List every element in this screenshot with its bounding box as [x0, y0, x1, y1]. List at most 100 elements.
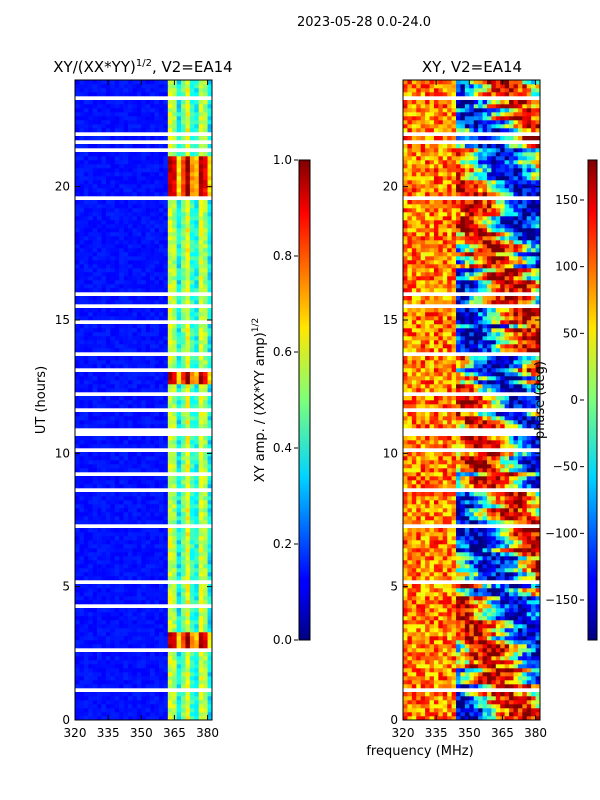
heatmap-cell	[531, 696, 536, 701]
heatmap-cell	[181, 172, 186, 177]
heatmap-cell	[79, 232, 85, 237]
heatmap-cell	[172, 128, 177, 133]
heatmap-cell	[128, 468, 133, 473]
heatmap-cell	[154, 704, 160, 709]
heatmap-cell	[181, 232, 186, 237]
heatmap-cell	[411, 640, 417, 645]
heatmap-cell	[158, 644, 164, 649]
heatmap-cell	[163, 532, 169, 537]
heatmap-cell	[194, 116, 200, 121]
heatmap-cell	[79, 620, 85, 625]
heatmap-cell	[97, 424, 102, 429]
heatmap-cell	[189, 628, 195, 633]
heatmap-cell	[198, 420, 204, 425]
heatmap-cell	[110, 252, 116, 257]
heatmap-cell	[79, 704, 85, 709]
heatmap-cell	[154, 692, 160, 697]
heatmap-cell	[123, 532, 129, 537]
heatmap-cell	[407, 712, 413, 717]
heatmap-cell	[150, 420, 155, 425]
heatmap-cell	[83, 620, 89, 625]
heatmap-cell	[88, 312, 93, 317]
heatmap-cell	[79, 692, 85, 697]
heatmap-cell	[154, 444, 160, 449]
heatmap-cell	[110, 600, 116, 605]
heatmap-cell	[403, 632, 408, 637]
heatmap-cell	[114, 120, 120, 125]
heatmap-cell	[83, 84, 89, 89]
heatmap-cell	[181, 452, 186, 457]
heatmap-cell	[150, 424, 155, 429]
heatmap-cell	[181, 308, 186, 313]
heatmap-cell	[136, 108, 142, 113]
heatmap-cell	[92, 260, 98, 265]
heatmap-cell	[158, 124, 164, 129]
heatmap-cell	[176, 592, 182, 597]
heatmap-cell	[128, 276, 133, 281]
heatmap-cell	[141, 156, 147, 161]
heatmap-cell	[145, 112, 151, 117]
heatmap-cell	[79, 208, 85, 213]
heatmap-cell	[154, 252, 160, 257]
heatmap-cell	[150, 168, 155, 173]
heatmap-cell	[185, 716, 191, 721]
heatmap-cell	[136, 476, 142, 481]
heatmap-cell	[158, 608, 164, 613]
heatmap-cell	[114, 616, 120, 621]
heatmap-cell	[132, 692, 138, 697]
heatmap-cell	[163, 236, 169, 241]
heatmap-cell	[136, 80, 142, 85]
heatmap-cell	[92, 496, 98, 501]
heatmap-cell	[141, 556, 147, 561]
heatmap-cell	[198, 312, 204, 317]
heatmap-cell	[141, 540, 147, 545]
heatmap-cell	[154, 376, 160, 381]
heatmap-cell	[181, 244, 186, 249]
heatmap-cell	[97, 88, 102, 93]
heatmap-cell	[167, 572, 173, 577]
heatmap-cell	[167, 556, 173, 561]
heatmap-cell	[145, 588, 151, 593]
heatmap-cell	[185, 220, 191, 225]
heatmap-cell	[203, 160, 208, 165]
heatmap-cell	[203, 252, 208, 257]
heatmap-cell	[203, 696, 208, 701]
heatmap-cell	[119, 288, 124, 293]
heatmap-cell	[163, 608, 169, 613]
heatmap-cell	[145, 704, 151, 709]
heatmap-cell	[123, 204, 129, 209]
heatmap-cell	[163, 212, 169, 217]
heatmap-cell	[110, 540, 116, 545]
heatmap-cell	[150, 316, 155, 321]
heatmap-cell	[176, 120, 182, 125]
heatmap-cell	[132, 348, 138, 353]
heatmap-cell	[403, 640, 408, 645]
heatmap-cell	[105, 256, 111, 261]
heatmap-cell	[176, 248, 182, 253]
heatmap-cell	[105, 584, 111, 589]
heatmap-cell	[172, 664, 177, 669]
heatmap-cell	[407, 644, 413, 649]
heatmap-cell	[75, 264, 80, 269]
heatmap-cell	[163, 88, 169, 93]
heatmap-cell	[526, 680, 532, 685]
heatmap-cell	[110, 412, 116, 417]
amplitude-panel: XY/(XX*YY)1/2, V2=EA14 320 335 350 365 380 0…	[34, 58, 233, 740]
heatmap-cell	[83, 220, 89, 225]
heatmap-cell	[114, 396, 120, 401]
heatmap-cell	[411, 660, 417, 665]
heatmap-cell	[150, 312, 155, 317]
heatmap-cell	[451, 660, 457, 665]
heatmap-cell	[163, 516, 169, 521]
heatmap-cell	[145, 328, 151, 333]
heatmap-cell	[83, 316, 89, 321]
heatmap-cell	[75, 584, 80, 589]
heatmap-cell	[128, 396, 133, 401]
heatmap-cell	[145, 684, 151, 689]
heatmap-cell	[141, 532, 147, 537]
heatmap-cell	[132, 616, 138, 621]
heatmap-cell	[464, 652, 470, 657]
heatmap-cell	[141, 276, 147, 281]
heatmap-cell	[114, 588, 120, 593]
